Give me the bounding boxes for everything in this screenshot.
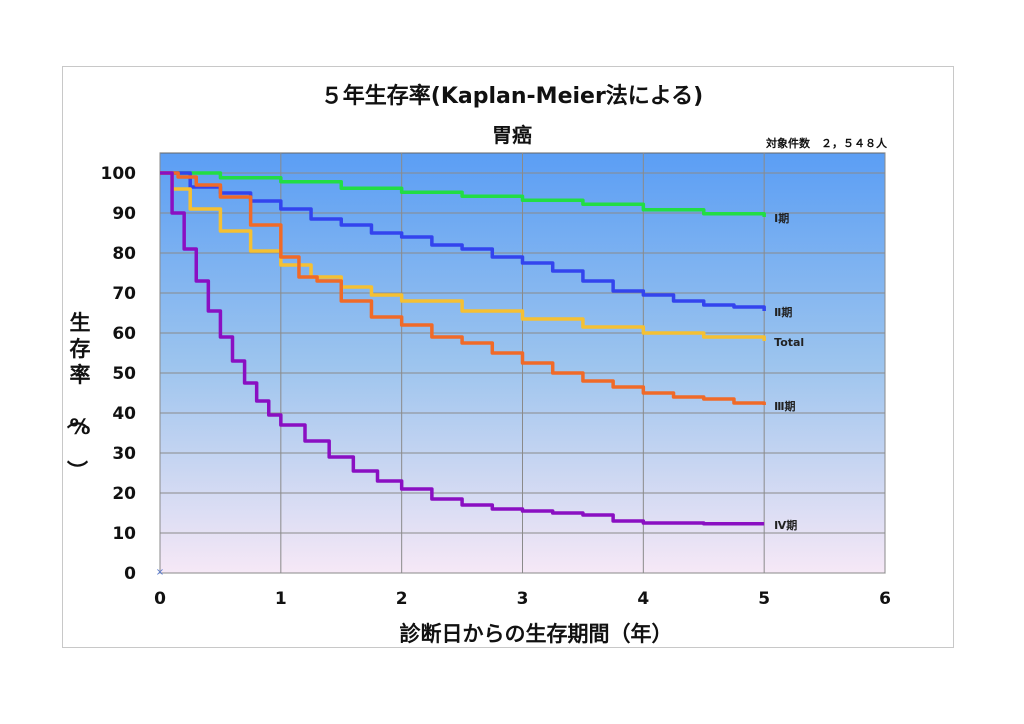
series-line-4 [160, 171, 765, 526]
y-tick-label: 100 [101, 164, 137, 184]
y-tick-label: 80 [112, 244, 136, 264]
y-tick-label: 70 [112, 284, 136, 304]
series-line-3 [160, 171, 766, 405]
y-tick-label: 90 [112, 204, 136, 224]
y-tick-label: 0 [124, 564, 136, 584]
y-axis-ticks: 0 10 20 30 40 50 60 70 80 90 100 [101, 164, 137, 584]
series-label-1: Ⅱ期 [774, 305, 792, 319]
series-label-4: Ⅳ期 [774, 518, 797, 532]
sample-count-note: 対象件数 ２，５４８人 [765, 136, 888, 150]
series: × [156, 171, 766, 578]
x-tick-label: 6 [879, 589, 891, 609]
series-label-3: Ⅲ期 [774, 399, 795, 413]
series-line-2 [160, 171, 766, 341]
x-tick-label: 5 [758, 589, 770, 609]
y-tick-label: 30 [112, 444, 136, 464]
y-tick-label: 10 [112, 524, 136, 544]
x-axis-ticks: 0 1 2 3 4 5 6 [154, 589, 891, 609]
y-tick-label: 60 [112, 324, 136, 344]
y-tick-label: 20 [112, 484, 136, 504]
grid [159, 153, 886, 574]
series-line-1 [160, 171, 766, 311]
x-tick-label: 0 [154, 589, 166, 609]
x-tick-label: 3 [517, 589, 529, 609]
x-axis-label: 診断日からの生存期間（年） [400, 622, 673, 646]
series-label-0: Ⅰ期 [774, 211, 789, 225]
origin-marker-icon: × [156, 567, 164, 578]
chart-title: ５年生存率(Kaplan-Meier法による) [321, 83, 703, 109]
y-axis-label: 生存率（%） [65, 311, 91, 481]
series-labels: Ⅰ期 Ⅱ期 Total Ⅲ期 Ⅳ期 [774, 211, 804, 532]
series-line-0 [160, 171, 766, 217]
x-tick-label: 1 [275, 589, 287, 609]
x-tick-label: 4 [637, 589, 649, 609]
chart-subtitle: 胃癌 [492, 123, 532, 147]
x-tick-label: 2 [396, 589, 408, 609]
y-tick-label: 40 [112, 404, 136, 424]
series-label-2: Total [774, 336, 804, 349]
y-tick-label: 50 [112, 364, 136, 384]
